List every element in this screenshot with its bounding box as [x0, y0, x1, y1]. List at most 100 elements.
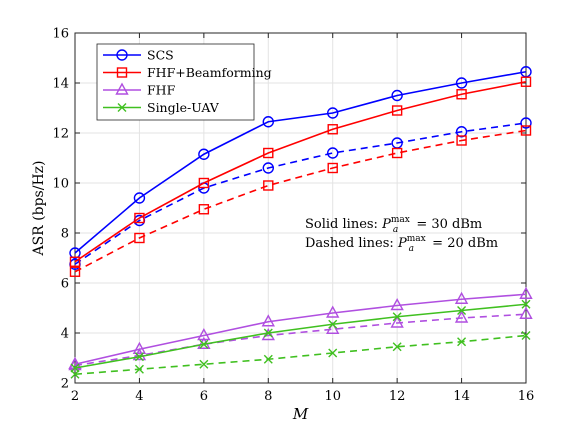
- data-point: [262, 162, 274, 174]
- series-line: [74, 122, 527, 265]
- data-point: [391, 105, 403, 116]
- plot-frame: [74, 32, 527, 384]
- series-single-uav-dashed: [70, 331, 531, 379]
- series-scs-solid: [69, 66, 532, 259]
- data-point: [69, 256, 81, 267]
- y-tick-label: 16: [52, 27, 69, 42]
- data-point: [134, 232, 145, 244]
- data-point: [455, 126, 468, 138]
- x-tick-label: 10: [324, 389, 341, 404]
- data-point: [326, 321, 340, 334]
- y-tick-label: 2: [61, 377, 69, 392]
- data-point: [133, 192, 146, 204]
- series-line: [74, 293, 527, 366]
- data-point: [327, 107, 339, 119]
- data-point: [520, 76, 532, 87]
- data-point: [134, 364, 144, 374]
- data-point: [328, 319, 338, 329]
- data-point: [134, 212, 145, 224]
- series-single-uav-solid: [70, 299, 531, 373]
- data-point: [69, 266, 81, 277]
- data-point: [390, 298, 404, 311]
- data-point: [328, 348, 338, 358]
- data-point: [455, 77, 468, 89]
- x-axis-label: M: [292, 405, 309, 423]
- data-point: [134, 352, 144, 362]
- data-point: [262, 116, 274, 128]
- data-point: [69, 247, 81, 259]
- x-tick-label: 16: [518, 389, 535, 404]
- y-axis-label: ASR (bps/Hz): [31, 160, 47, 256]
- data-point: [199, 359, 209, 369]
- data-point: [391, 89, 403, 102]
- data-point: [132, 341, 147, 354]
- data-point: [519, 286, 533, 299]
- data-point: [263, 328, 273, 338]
- series-fhf-dashed: [68, 306, 533, 371]
- data-point: [454, 291, 469, 304]
- series-lines: [68, 66, 533, 379]
- data-point: [520, 117, 532, 129]
- legend-entry: FHF+Beamforming: [103, 65, 272, 80]
- series-line: [74, 334, 527, 376]
- series-line: [74, 129, 527, 273]
- data-point: [454, 310, 469, 323]
- annotation-solid-lines: Solid lines: Pmax a = 30 dBm: [305, 215, 482, 235]
- y-tick-label: 4: [61, 327, 69, 342]
- data-point: [327, 162, 338, 174]
- data-point: [263, 180, 274, 191]
- data-point: [198, 177, 210, 189]
- series-line: [74, 313, 527, 367]
- x-tick-label: 14: [453, 389, 470, 404]
- series-line: [74, 70, 527, 254]
- data-point: [457, 337, 467, 347]
- legend: SCS FHF+Beamforming FHF Single-UAV: [96, 43, 272, 121]
- legend-marker: [117, 103, 127, 112]
- axes: 2 4 6 8 10 12 14 16 2 4 6 8 10 12 14 16 M ASR (bps/Hz): [31, 27, 534, 424]
- data-point: [457, 306, 467, 315]
- data-point: [70, 369, 80, 379]
- x-tick-label: 2: [71, 389, 79, 404]
- data-point: [199, 339, 209, 349]
- data-point: [392, 342, 402, 352]
- data-point: [261, 314, 275, 327]
- data-point: [456, 89, 467, 100]
- data-point: [198, 148, 210, 160]
- legend-marker: [116, 49, 128, 61]
- data-point: [263, 354, 273, 364]
- data-point: [327, 147, 339, 159]
- data-point: [261, 328, 275, 341]
- data-point: [520, 125, 532, 136]
- data-point: [392, 312, 402, 322]
- y-tick-label: 6: [61, 277, 69, 292]
- legend-label: FHF+Beamforming: [147, 65, 272, 80]
- data-point: [263, 147, 274, 159]
- series-line: [74, 303, 527, 369]
- data-point: [327, 124, 338, 135]
- annotation-dashed-lines: Dashed lines: Pmax a = 20 dBm: [305, 234, 498, 254]
- series-line: [74, 80, 527, 263]
- legend-marker: [115, 82, 129, 95]
- data-point: [390, 315, 404, 328]
- legend-entry: Single-UAV: [103, 100, 220, 115]
- series-fhf-beamforming-dashed: [69, 125, 532, 277]
- data-point: [521, 331, 531, 340]
- y-tick-label: 12: [52, 127, 69, 142]
- y-tick-label: 8: [61, 227, 69, 242]
- legend-label: SCS: [147, 48, 174, 63]
- y-tick-label: 14: [52, 77, 69, 92]
- legend-entry: SCS: [103, 48, 174, 63]
- legend-label: FHF: [147, 83, 176, 98]
- legend-entry: FHF: [103, 83, 176, 98]
- x-tick-label: 12: [389, 389, 406, 404]
- data-point: [521, 299, 531, 309]
- legend-label: Single-UAV: [147, 100, 220, 115]
- x-tick-label: 4: [135, 389, 143, 404]
- data-point: [519, 306, 533, 319]
- series-fhf-beamforming-solid: [69, 76, 532, 267]
- data-point: [456, 135, 467, 146]
- data-point: [198, 204, 210, 215]
